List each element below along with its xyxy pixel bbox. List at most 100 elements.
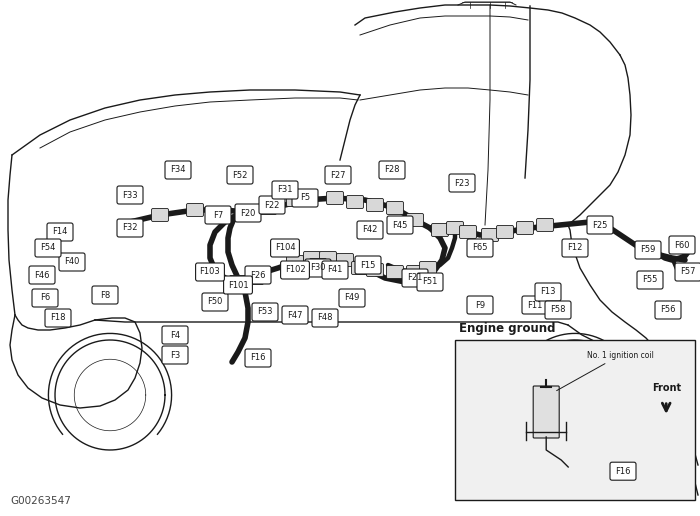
FancyBboxPatch shape [637,271,663,289]
FancyBboxPatch shape [239,205,256,218]
Text: F49: F49 [344,294,360,302]
Text: F14: F14 [52,228,68,236]
FancyBboxPatch shape [245,349,271,367]
FancyBboxPatch shape [227,166,253,184]
Text: F7: F7 [213,211,223,219]
Text: F18: F18 [50,314,66,322]
FancyBboxPatch shape [535,283,561,301]
FancyBboxPatch shape [533,386,559,438]
FancyBboxPatch shape [517,221,533,234]
FancyBboxPatch shape [330,264,346,277]
Text: F16: F16 [251,353,266,363]
FancyBboxPatch shape [292,189,318,207]
FancyBboxPatch shape [32,289,58,307]
Text: F4: F4 [170,331,180,340]
Text: F47: F47 [287,311,302,319]
Text: F22: F22 [265,201,280,209]
FancyBboxPatch shape [281,261,309,279]
FancyBboxPatch shape [286,194,304,206]
FancyBboxPatch shape [322,261,348,279]
FancyBboxPatch shape [367,199,384,212]
Text: F9: F9 [475,300,485,310]
FancyBboxPatch shape [45,309,71,327]
Text: F101: F101 [228,281,248,289]
FancyBboxPatch shape [346,196,363,208]
Text: F16: F16 [615,466,631,476]
Text: F54: F54 [41,244,56,252]
Text: F48: F48 [317,314,332,322]
FancyBboxPatch shape [319,251,337,265]
FancyBboxPatch shape [675,263,700,281]
Text: F23: F23 [454,179,470,187]
FancyBboxPatch shape [562,239,588,257]
FancyBboxPatch shape [467,239,493,257]
Text: F57: F57 [680,267,696,277]
FancyBboxPatch shape [449,174,475,192]
Text: F3: F3 [170,350,180,360]
FancyBboxPatch shape [260,202,276,215]
FancyBboxPatch shape [259,196,285,214]
FancyBboxPatch shape [235,204,261,222]
Text: F46: F46 [34,270,50,280]
FancyBboxPatch shape [309,259,326,271]
Text: F58: F58 [550,305,566,314]
FancyBboxPatch shape [482,229,498,241]
FancyBboxPatch shape [151,208,169,221]
FancyBboxPatch shape [536,218,554,232]
FancyBboxPatch shape [246,271,263,284]
Text: F40: F40 [64,257,80,266]
FancyBboxPatch shape [545,301,571,319]
Text: F34: F34 [170,166,186,174]
FancyBboxPatch shape [325,166,351,184]
Text: F33: F33 [122,190,138,200]
FancyBboxPatch shape [47,223,73,241]
Text: F25: F25 [592,220,608,230]
FancyBboxPatch shape [252,303,278,321]
Text: F28: F28 [384,166,400,174]
FancyBboxPatch shape [357,221,383,239]
FancyBboxPatch shape [386,266,403,279]
FancyBboxPatch shape [272,181,298,199]
Text: F59: F59 [640,246,656,254]
FancyBboxPatch shape [271,239,300,257]
FancyBboxPatch shape [447,221,463,234]
FancyBboxPatch shape [337,253,354,266]
Text: F55: F55 [643,276,658,284]
FancyBboxPatch shape [407,266,424,279]
Text: F45: F45 [392,220,407,230]
FancyBboxPatch shape [610,462,636,480]
Text: F102: F102 [285,266,305,275]
Text: F31: F31 [277,185,293,195]
FancyBboxPatch shape [387,216,413,234]
Text: Engine ground: Engine ground [459,322,556,335]
FancyBboxPatch shape [379,161,405,179]
Text: F50: F50 [207,298,223,307]
FancyBboxPatch shape [29,266,55,284]
Text: F32: F32 [122,223,138,233]
FancyBboxPatch shape [205,206,231,224]
FancyBboxPatch shape [286,255,304,268]
FancyBboxPatch shape [587,216,613,234]
Text: F26: F26 [251,270,266,280]
Text: F12: F12 [567,244,582,252]
FancyBboxPatch shape [282,306,308,324]
FancyBboxPatch shape [635,241,661,259]
Text: F65: F65 [473,244,488,252]
FancyBboxPatch shape [326,191,344,204]
Text: F5: F5 [300,194,310,202]
FancyBboxPatch shape [162,326,188,344]
FancyBboxPatch shape [522,296,548,314]
Text: F53: F53 [258,308,273,316]
FancyBboxPatch shape [117,219,143,237]
FancyBboxPatch shape [467,296,493,314]
FancyBboxPatch shape [162,346,188,364]
Text: F41: F41 [328,266,343,275]
Text: F104: F104 [274,244,295,252]
FancyBboxPatch shape [419,262,437,275]
FancyBboxPatch shape [417,273,443,291]
Text: F11: F11 [527,300,542,310]
FancyBboxPatch shape [367,264,384,277]
Text: F15: F15 [360,261,376,269]
Text: F6: F6 [40,294,50,302]
Text: F51: F51 [422,278,438,286]
